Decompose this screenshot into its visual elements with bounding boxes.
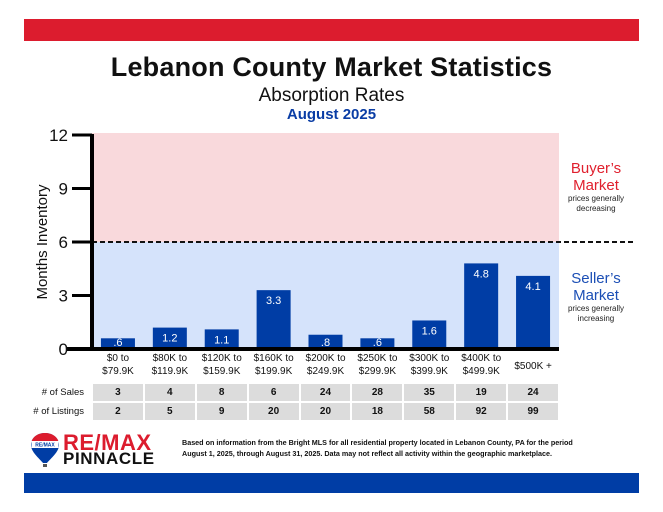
footnote-line1: Based on information from the Bright MLS… [182,438,573,447]
bar-0 [100,338,135,349]
bar-7 [464,263,499,349]
x-category-label-line: $119.9K [151,366,189,377]
table-cell: 18 [352,403,403,420]
x-category-label: $250K to $299.9K [351,352,403,378]
buyer-title-line2: Market [573,177,619,194]
table-cell: 24 [300,384,351,401]
x-category-label-line: $399.9K [410,366,448,377]
table-cell: 4 [144,384,195,401]
seller-title-line2: Market [573,287,619,304]
brand-office: PINNACLE [63,449,155,468]
chart-subtitle: Absorption Rates [258,85,405,106]
y-ticks-group: 0 3 6 9 12 [49,126,92,359]
x-category-label: $0 to $79.9K [92,352,144,378]
x-category-label-line: $400K to [461,353,502,364]
x-category-label-line: $299.9K [358,366,397,377]
bar-value-label-2: 1.1 [214,334,229,346]
bar-value-label-6: 1.6 [422,325,437,337]
seller-note-line2: increasing [577,314,615,323]
table-cell: 9 [196,403,247,420]
bar-value-label-0: .6 [113,337,122,349]
x-category-label-line: $79.9K [102,366,134,377]
table-cell: 20 [300,403,351,420]
x-category-label: $200K to $249.9K [300,352,352,378]
bars-group: .6 1.2 1.1 3.3 .8 .6 1.6 4.8 4.1 [100,263,551,349]
x-category-label-line: $499.9K [462,366,500,377]
buyer-title-line1: Buyer’s [570,160,622,177]
data-source-footnote: Based on information from the Bright MLS… [182,437,642,459]
x-category-label: $80K to $119.9K [144,352,196,378]
x-category-label-line: $250K to [357,353,398,364]
bottom-blue-band [24,473,639,493]
table-cell: 58 [404,403,455,420]
y-tick-label: 12 [49,126,68,145]
x-category-label: $500K + [507,360,559,373]
bar-value-label-4: .8 [321,337,330,349]
x-category-label-line: $200K to [305,353,346,364]
y-tick-label: 3 [59,287,68,306]
balloon-text: RE/MAX [35,443,55,449]
x-category-label-line: $80K to [152,353,188,364]
buyer-market-legend: Buyer’s Market prices generally decreasi… [546,160,646,214]
table-cell: 19 [456,384,507,401]
bar-value-label-1: 1.2 [162,333,177,345]
remax-balloon-logo: RE/MAX [30,432,60,473]
bar-value-label-3: 3.3 [266,295,281,307]
table-cell: 92 [456,403,507,420]
bar-6 [412,320,447,349]
x-category-label-line: $160K to [253,353,294,364]
y-tick-label: 9 [59,180,68,199]
x-category-label: $120K to $159.9K [196,352,248,378]
x-category-label-line: $249.9K [306,366,345,377]
table-cell: 6 [248,384,299,401]
y-tick-label: 0 [59,340,68,359]
table-cell: 8 [196,384,247,401]
seller-market-legend: Seller’s Market prices generally increas… [546,270,646,324]
page-title: Lebanon County Market Statistics [110,52,553,82]
x-category-label-line: $159.9K [203,366,241,377]
bar-1 [152,327,187,349]
seller-title-line1: Seller’s [571,270,621,287]
table-cell: 2 [93,403,143,420]
bar-8 [516,275,551,349]
table-cell: 24 [508,384,558,401]
footnote-line2: August 1, 2025, through August 31, 2025.… [182,449,552,458]
x-category-label-line: $500K + [514,361,552,372]
table-cell: 3 [93,384,143,401]
bar-value-label-5: .6 [373,337,382,349]
bar-4 [308,334,343,349]
table-cell: 99 [508,403,558,420]
buyer-note-line1: prices generally [567,194,625,203]
table-cell: 28 [352,384,403,401]
bar-5 [360,338,395,349]
report-period: August 2025 [286,106,377,123]
y-axis-label: Months Inventory [34,184,51,300]
top-red-band [24,19,639,41]
bar-3 [256,290,291,349]
table-cell: 20 [248,403,299,420]
x-category-label-line: $300K to [409,353,450,364]
x-category-label: $300K to $399.9K [403,352,455,378]
x-category-label-line: $199.9K [255,366,293,377]
x-category-label: $400K to $499.9K [455,352,507,378]
table-row-label: # of Listings [33,406,84,417]
balloon-icon: RE/MAX [31,433,59,467]
table-cell: 35 [404,384,455,401]
x-category-label-line: $120K to [201,353,242,364]
bar-value-label-7: 4.8 [474,268,489,280]
y-tick-label: 6 [59,233,68,252]
x-category-label: $160K to $199.9K [248,352,300,378]
buyer-market-zone [92,133,559,242]
seller-note-line1: prices generally [567,304,625,313]
table-row-label: # of Sales [41,387,84,398]
buyer-note-line2: decreasing [576,204,616,213]
bar-value-label-8: 4.1 [525,281,540,293]
brand-name: RE/MAX [63,430,152,455]
table-cell: 5 [144,403,195,420]
bar-2 [204,329,239,349]
x-category-label-line: $0 to [106,353,130,364]
